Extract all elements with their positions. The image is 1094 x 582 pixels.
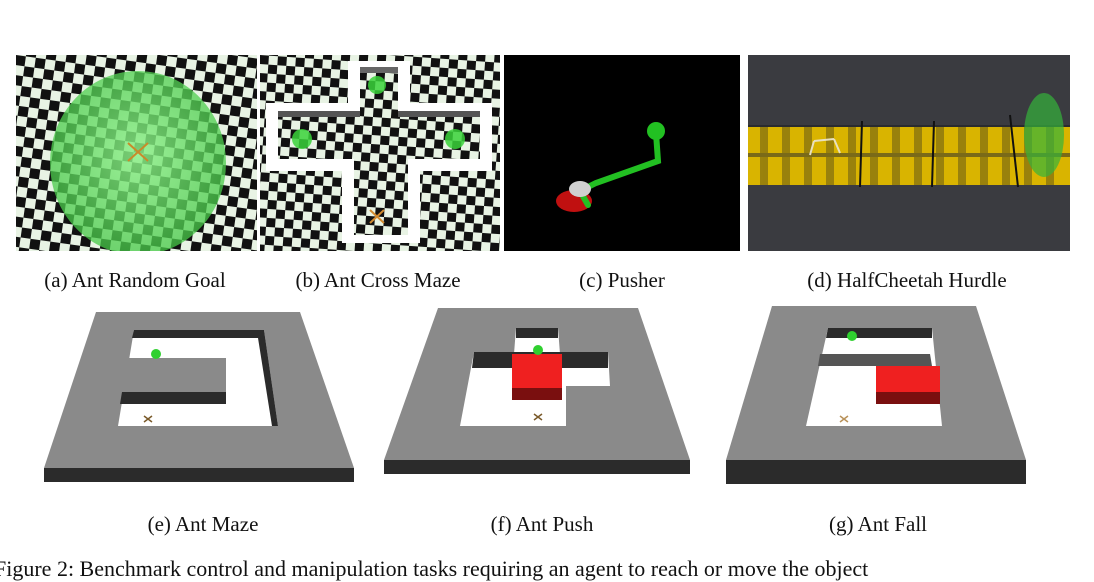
arm-base (647, 122, 665, 140)
caption-d: (d) HalfCheetah Hurdle (807, 268, 1007, 292)
ant-random-goal-image (16, 55, 257, 251)
maze-floor (278, 71, 480, 235)
hurdle-track (748, 127, 1070, 185)
panel-ant-push (380, 308, 698, 486)
halfcheetah-hurdle-image (748, 55, 1070, 251)
goal-marker (151, 349, 161, 359)
panel-ant-maze (40, 308, 358, 486)
object-puck (569, 181, 591, 197)
panel-ant-random-goal (16, 55, 257, 251)
caption-f: (f) Ant Push (490, 512, 594, 536)
ant-agent (143, 415, 153, 423)
ant-fall-image (726, 306, 1026, 484)
figure-caption: Figure 2: Benchmark control and manipula… (0, 556, 869, 581)
caption-b: (b) Ant Cross Maze (295, 268, 461, 292)
panel-ant-cross-maze (260, 55, 500, 251)
panel-ant-fall (724, 304, 1030, 486)
ant-cross-maze-image (260, 55, 500, 251)
goal-right (445, 129, 465, 149)
goal-sphere (50, 71, 226, 251)
caption-e: (e) Ant Maze (147, 512, 259, 536)
goal-marker (533, 345, 543, 355)
hurdles (859, 114, 1019, 188)
ant-agent (533, 413, 543, 421)
ant-push-image (384, 308, 690, 474)
movable-block (512, 354, 562, 394)
ant-agent (127, 142, 149, 162)
goal-left (292, 129, 312, 149)
cheetah-agent (809, 138, 841, 156)
panel-pusher (504, 55, 740, 251)
panel-halfcheetah-hurdle (748, 55, 1070, 251)
caption-g: (g) Ant Fall (829, 512, 927, 536)
ant-agent (839, 415, 849, 423)
ant-maze-image (44, 312, 354, 482)
ant-agent (369, 209, 385, 224)
goal-marker (1024, 93, 1064, 177)
caption-a: (a) Ant Random Goal (44, 268, 226, 292)
pusher-image (504, 55, 740, 251)
movable-block (876, 366, 940, 396)
maze-inner-wall (122, 358, 226, 392)
goal-top (368, 76, 386, 94)
caption-c: (c) Pusher (579, 268, 665, 292)
goal-marker (847, 331, 857, 341)
